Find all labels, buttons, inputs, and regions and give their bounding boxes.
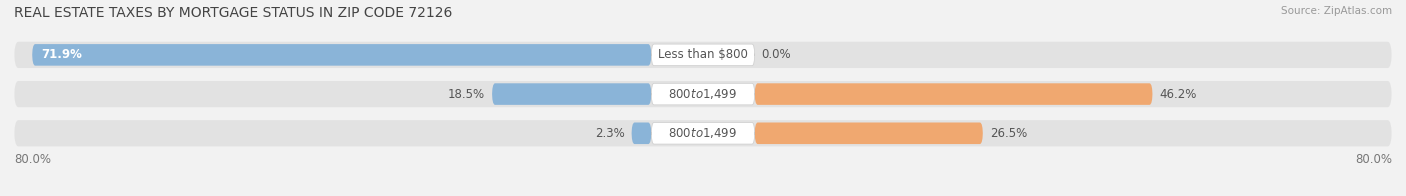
Text: Source: ZipAtlas.com: Source: ZipAtlas.com — [1281, 6, 1392, 16]
Text: 71.9%: 71.9% — [41, 48, 82, 61]
Text: 18.5%: 18.5% — [449, 88, 485, 101]
FancyBboxPatch shape — [651, 122, 755, 144]
Text: 80.0%: 80.0% — [1355, 153, 1392, 166]
FancyBboxPatch shape — [14, 42, 1392, 68]
FancyBboxPatch shape — [755, 83, 1153, 105]
FancyBboxPatch shape — [32, 44, 651, 66]
Text: 0.0%: 0.0% — [762, 48, 792, 61]
Text: $800 to $1,499: $800 to $1,499 — [668, 87, 738, 101]
FancyBboxPatch shape — [755, 122, 983, 144]
FancyBboxPatch shape — [14, 81, 1392, 107]
Text: 2.3%: 2.3% — [595, 127, 624, 140]
FancyBboxPatch shape — [631, 122, 651, 144]
FancyBboxPatch shape — [492, 83, 651, 105]
FancyBboxPatch shape — [651, 44, 755, 66]
Text: Less than $800: Less than $800 — [658, 48, 748, 61]
FancyBboxPatch shape — [14, 120, 1392, 146]
Text: 80.0%: 80.0% — [14, 153, 51, 166]
FancyBboxPatch shape — [651, 83, 755, 105]
Text: 46.2%: 46.2% — [1160, 88, 1197, 101]
Text: 26.5%: 26.5% — [990, 127, 1026, 140]
Text: REAL ESTATE TAXES BY MORTGAGE STATUS IN ZIP CODE 72126: REAL ESTATE TAXES BY MORTGAGE STATUS IN … — [14, 6, 453, 20]
Text: $800 to $1,499: $800 to $1,499 — [668, 126, 738, 140]
